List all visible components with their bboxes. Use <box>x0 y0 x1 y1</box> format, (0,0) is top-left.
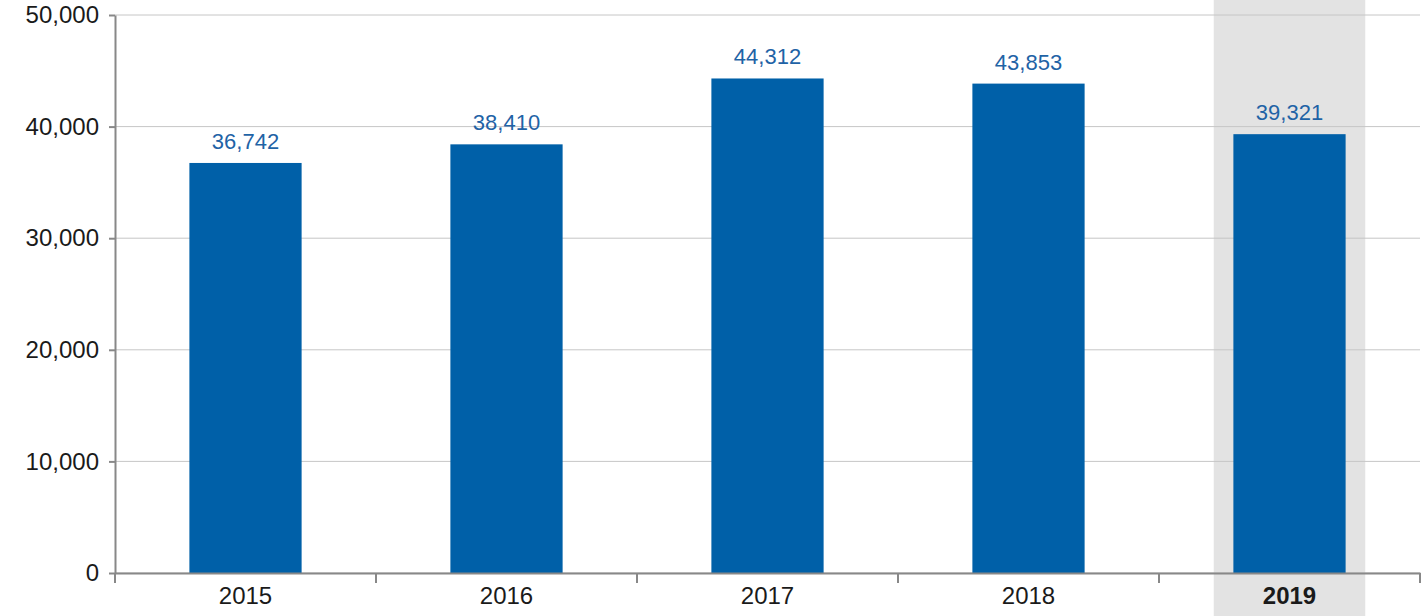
x-separator <box>897 573 899 583</box>
y-axis: 0 10,000 20,000 30,000 40,000 50,000 <box>26 1 116 586</box>
bars <box>189 78 1345 573</box>
y-tick: 40,000 <box>26 113 115 140</box>
y-tick-mark <box>109 126 115 128</box>
grid-line <box>115 15 1420 16</box>
x-tick: 2017 <box>741 573 794 609</box>
grid-line <box>115 573 1420 574</box>
bar <box>972 84 1084 573</box>
grid <box>115 15 1420 573</box>
y-tick: 30,000 <box>26 224 115 251</box>
data-labels: 36,742 38,410 44,312 43,853 39,321 <box>212 44 1323 153</box>
data-label: 36,742 <box>212 129 279 154</box>
x-separator <box>1419 573 1421 583</box>
data-label: 44,312 <box>734 44 801 69</box>
x-separator <box>114 573 116 583</box>
chart: 010,00020,00030,00040,00050,000201520162… <box>0 0 1422 616</box>
y-tick-label: 20,000 <box>26 336 99 363</box>
x-tick: 2016 <box>480 573 533 609</box>
y-tick: 50,000 <box>26 1 115 28</box>
y-tick-mark <box>109 238 115 240</box>
x-tick-label: 2018 <box>1002 582 1055 609</box>
plot: 010,00020,00030,00040,00050,000201520162… <box>26 0 1421 616</box>
bar <box>189 163 301 573</box>
y-tick: 10,000 <box>26 448 115 475</box>
y-tick-label: 10,000 <box>26 448 99 475</box>
x-tick-label: 2019 <box>1263 582 1316 609</box>
y-tick: 20,000 <box>26 336 115 363</box>
data-label: 43,853 <box>995 50 1062 75</box>
x-tick-label: 2016 <box>480 582 533 609</box>
data-label: 38,410 <box>473 110 540 135</box>
y-tick-mark <box>109 15 115 17</box>
data-label: 39,321 <box>1256 100 1323 125</box>
y-axis-line <box>115 16 117 574</box>
x-axis: 2015 2016 2017 2018 2019 <box>115 573 1421 609</box>
highlight-band <box>1214 0 1366 616</box>
y-tick-mark <box>109 349 115 351</box>
y-tick: 0 <box>86 559 115 586</box>
x-separator <box>1158 573 1160 583</box>
y-tick-label: 50,000 <box>26 1 99 28</box>
y-tick-mark <box>109 461 115 463</box>
x-separator <box>375 573 377 583</box>
x-tick-label: 2015 <box>219 582 272 609</box>
x-tick: 2018 <box>1002 573 1055 609</box>
x-separators <box>115 573 1420 583</box>
x-tick-label: 2017 <box>741 582 794 609</box>
y-tick-label: 40,000 <box>26 113 99 140</box>
bar <box>711 78 823 573</box>
x-tick: 2019 <box>1263 573 1316 609</box>
x-separator <box>636 573 638 583</box>
bar <box>1233 134 1345 573</box>
y-tick-label: 0 <box>86 559 99 586</box>
bar <box>450 144 562 573</box>
x-axis-line <box>116 573 1421 575</box>
y-tick-label: 30,000 <box>26 224 99 251</box>
x-tick: 2015 <box>219 573 272 609</box>
